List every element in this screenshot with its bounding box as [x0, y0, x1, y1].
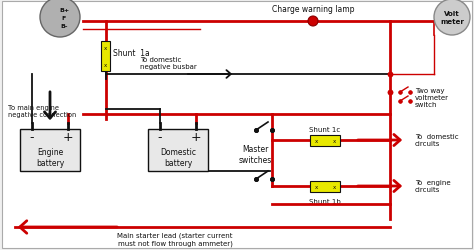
Text: B-: B-	[60, 24, 68, 28]
Circle shape	[308, 17, 318, 27]
Text: To main engine
negative connection: To main engine negative connection	[8, 105, 76, 118]
Text: To  domestic
circuits: To domestic circuits	[415, 134, 459, 147]
Bar	[20, 130, 80, 171]
Text: Shunt 1b: Shunt 1b	[309, 198, 341, 204]
Text: To  engine
circuits: To engine circuits	[415, 180, 451, 193]
Text: -: -	[30, 131, 34, 144]
Circle shape	[40, 0, 80, 38]
Text: Charge warning lamp: Charge warning lamp	[272, 6, 354, 15]
Circle shape	[434, 0, 470, 36]
Bar	[148, 130, 208, 171]
Text: +: +	[191, 131, 201, 144]
Text: x: x	[332, 184, 336, 189]
Text: Engine
battery: Engine battery	[36, 148, 64, 167]
Text: Domestic
battery: Domestic battery	[160, 148, 196, 167]
Text: Two way
voltmeter
switch: Two way voltmeter switch	[415, 88, 449, 108]
Text: x: x	[332, 138, 336, 143]
Text: x: x	[314, 184, 318, 189]
Text: Shunt 1c: Shunt 1c	[310, 126, 341, 132]
Text: +: +	[63, 131, 73, 144]
Bar	[310, 136, 340, 146]
Text: Shunt  1a: Shunt 1a	[113, 48, 150, 57]
Text: To domestic
negative busbar: To domestic negative busbar	[140, 57, 197, 70]
Text: -: -	[158, 131, 162, 144]
Bar	[310, 181, 340, 192]
Text: x: x	[104, 45, 107, 50]
Text: x: x	[104, 63, 107, 68]
Bar	[101, 42, 110, 72]
Text: x: x	[314, 138, 318, 143]
Text: Main starter lead (starter current
must not flow through ammeter): Main starter lead (starter current must …	[117, 232, 233, 246]
Text: Master
switches: Master switches	[238, 145, 272, 164]
Text: Volt
meter: Volt meter	[440, 12, 464, 24]
Text: F: F	[62, 16, 66, 20]
Text: B+: B+	[59, 8, 69, 12]
